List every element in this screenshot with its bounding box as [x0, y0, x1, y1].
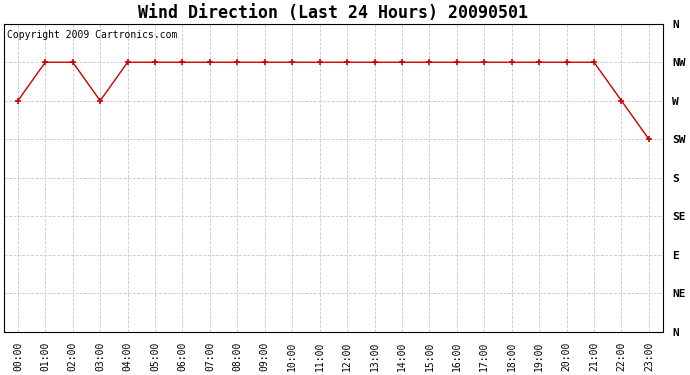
Title: Wind Direction (Last 24 Hours) 20090501: Wind Direction (Last 24 Hours) 20090501 — [139, 4, 529, 22]
Text: Copyright 2009 Cartronics.com: Copyright 2009 Cartronics.com — [8, 30, 178, 40]
